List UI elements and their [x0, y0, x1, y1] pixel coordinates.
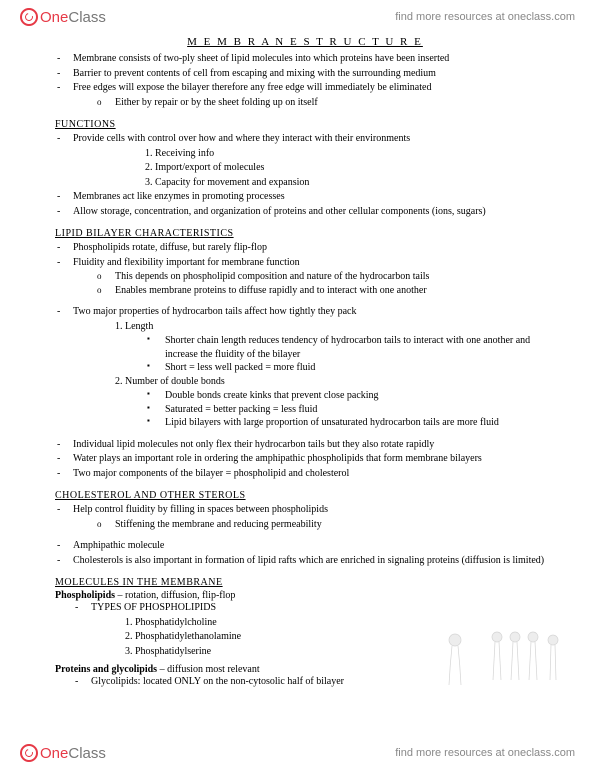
chol-sublist: Stiffening the membrane and reducing per…	[55, 518, 555, 532]
chol-item: Help control fluidity by filling in spac…	[73, 503, 555, 517]
functions-list: Provide cells with control over how and …	[55, 132, 555, 146]
glyco-label: Glycolipids	[91, 676, 138, 687]
phospholipids-line: Phospholipids – rotation, diffusion, fli…	[55, 590, 555, 601]
lipid-numbered-2: Number of double bonds	[55, 375, 555, 389]
chol-subitem: Stiffening the membrane and reducing per…	[115, 518, 555, 532]
functions-item: Membranes act like enzymes in promoting …	[73, 190, 555, 204]
intro-item: Barrier to prevent contents of cell from…	[73, 67, 555, 81]
intro-list: Membrane consists of two-ply sheet of li…	[55, 52, 555, 95]
ph-types-item: TYPES OF PHOSPHOLIPIDS	[91, 601, 555, 615]
lipid-sq-item: Saturated = better packing = less fluid	[165, 403, 555, 417]
lipid-item: Two major properties of hydrocarbon tail…	[73, 305, 555, 319]
phospholipid-diagram	[435, 625, 565, 710]
lipid-square-2: Double bonds create kinks that prevent c…	[55, 389, 555, 430]
mol-heading: MOLECULES IN THE MEMBRANE	[55, 577, 555, 588]
brand-logo: OneClass	[20, 8, 106, 26]
intro-subitem: Either by repair or by the sheet folding…	[115, 96, 555, 110]
lipid-subitem: Enables membrane proteins to diffuse rap…	[115, 284, 555, 298]
proteins-glyco-rest: – diffusion most relevant	[157, 664, 260, 675]
lipid-item: Individual lipid molecules not only flex…	[73, 438, 555, 452]
intro-sublist: Either by repair or by the sheet folding…	[55, 96, 555, 110]
functions-heading: FUNCTIONS	[55, 119, 555, 130]
lipid-item: Phospholipids rotate, diffuse, but rarel…	[73, 241, 555, 255]
document-body: M E M B R A N E S T R U C T U R E Membra…	[0, 32, 595, 689]
lipid-heading: LIPID BILAYER CHARACTERISTICS	[55, 228, 555, 239]
proteins-glyco-label: Proteins and glycolipids	[55, 664, 157, 675]
lipid-subitem: This depends on phospholipid composition…	[115, 270, 555, 284]
chol-item: Cholesterols is also important in format…	[73, 554, 555, 568]
functions-numbered: Receiving info Import/export of molecule…	[55, 147, 555, 190]
functions-num-item: Capacity for movement and expansion	[155, 176, 555, 190]
phospholipids-rest: – rotation, diffusion, flip-flop	[115, 590, 235, 601]
glyco-rest: : located ONLY on the non-cytosolic half…	[138, 676, 344, 687]
intro-item: Membrane consists of two-ply sheet of li…	[73, 52, 555, 66]
lipid-sq-item: Lipid bilayers with large proportion of …	[165, 416, 555, 430]
lipid-square-1: Shorter chain length reduces tendency of…	[55, 334, 555, 375]
functions-num-item: Receiving info	[155, 147, 555, 161]
brand-logo-text: OneClass	[40, 9, 106, 26]
chol-list-2: Amphipathic molecule Cholesterols is als…	[55, 539, 555, 567]
chol-list: Help control fluidity by filling in spac…	[55, 503, 555, 517]
ph-types-list: TYPES OF PHOSPHOLIPIDS	[55, 601, 555, 615]
page-footer: OneClass find more resources at oneclass…	[0, 738, 595, 770]
brand-one: One	[40, 9, 68, 26]
lipid-sq-item: Shorter chain length reduces tendency of…	[165, 334, 555, 361]
find-more-link-top[interactable]: find more resources at oneclass.com	[395, 11, 575, 23]
brand-logo-text: OneClass	[40, 745, 106, 762]
lipid-sq-item: Double bonds create kinks that prevent c…	[165, 389, 555, 403]
brand-class: Class	[68, 9, 106, 26]
find-more-link-bottom[interactable]: find more resources at oneclass.com	[395, 747, 575, 759]
lipid-sublist: This depends on phospholipid composition…	[55, 270, 555, 297]
lipid-sq-item: Short = less well packed = more fluid	[165, 361, 555, 375]
lipid-num-item: Number of double bonds	[125, 375, 555, 389]
chol-heading: CHOLESTEROL AND OTHER STEROLS	[55, 490, 555, 501]
lipid-item: Water plays an important role in orderin…	[73, 452, 555, 466]
lipid-list: Phospholipids rotate, diffuse, but rarel…	[55, 241, 555, 269]
chol-item: Amphipathic molecule	[73, 539, 555, 553]
lipid-item: Two major components of the bilayer = ph…	[73, 467, 555, 481]
functions-list-2: Membranes act like enzymes in promoting …	[55, 190, 555, 218]
lipid-num-item: Length	[125, 320, 555, 334]
functions-item: Allow storage, concentration, and organi…	[73, 205, 555, 219]
functions-num-item: Import/export of molecules	[155, 161, 555, 175]
intro-item: Free edges will expose the bilayer there…	[73, 81, 555, 95]
brand-logo-footer: OneClass	[20, 744, 106, 762]
brand-logo-icon	[20, 8, 38, 26]
page-title: M E M B R A N E S T R U C T U R E	[55, 36, 555, 48]
lipid-list-2: Two major properties of hydrocarbon tail…	[55, 305, 555, 319]
page-header: OneClass find more resources at oneclass…	[0, 0, 595, 32]
phospholipids-label: Phospholipids	[55, 590, 115, 601]
lipid-numbered: Length	[55, 320, 555, 334]
lipid-list-3: Individual lipid molecules not only flex…	[55, 438, 555, 481]
brand-class: Class	[68, 745, 106, 762]
brand-logo-icon	[20, 744, 38, 762]
functions-item: Provide cells with control over how and …	[73, 132, 555, 146]
lipid-item: Fluidity and flexibility important for m…	[73, 256, 555, 270]
brand-one: One	[40, 745, 68, 762]
